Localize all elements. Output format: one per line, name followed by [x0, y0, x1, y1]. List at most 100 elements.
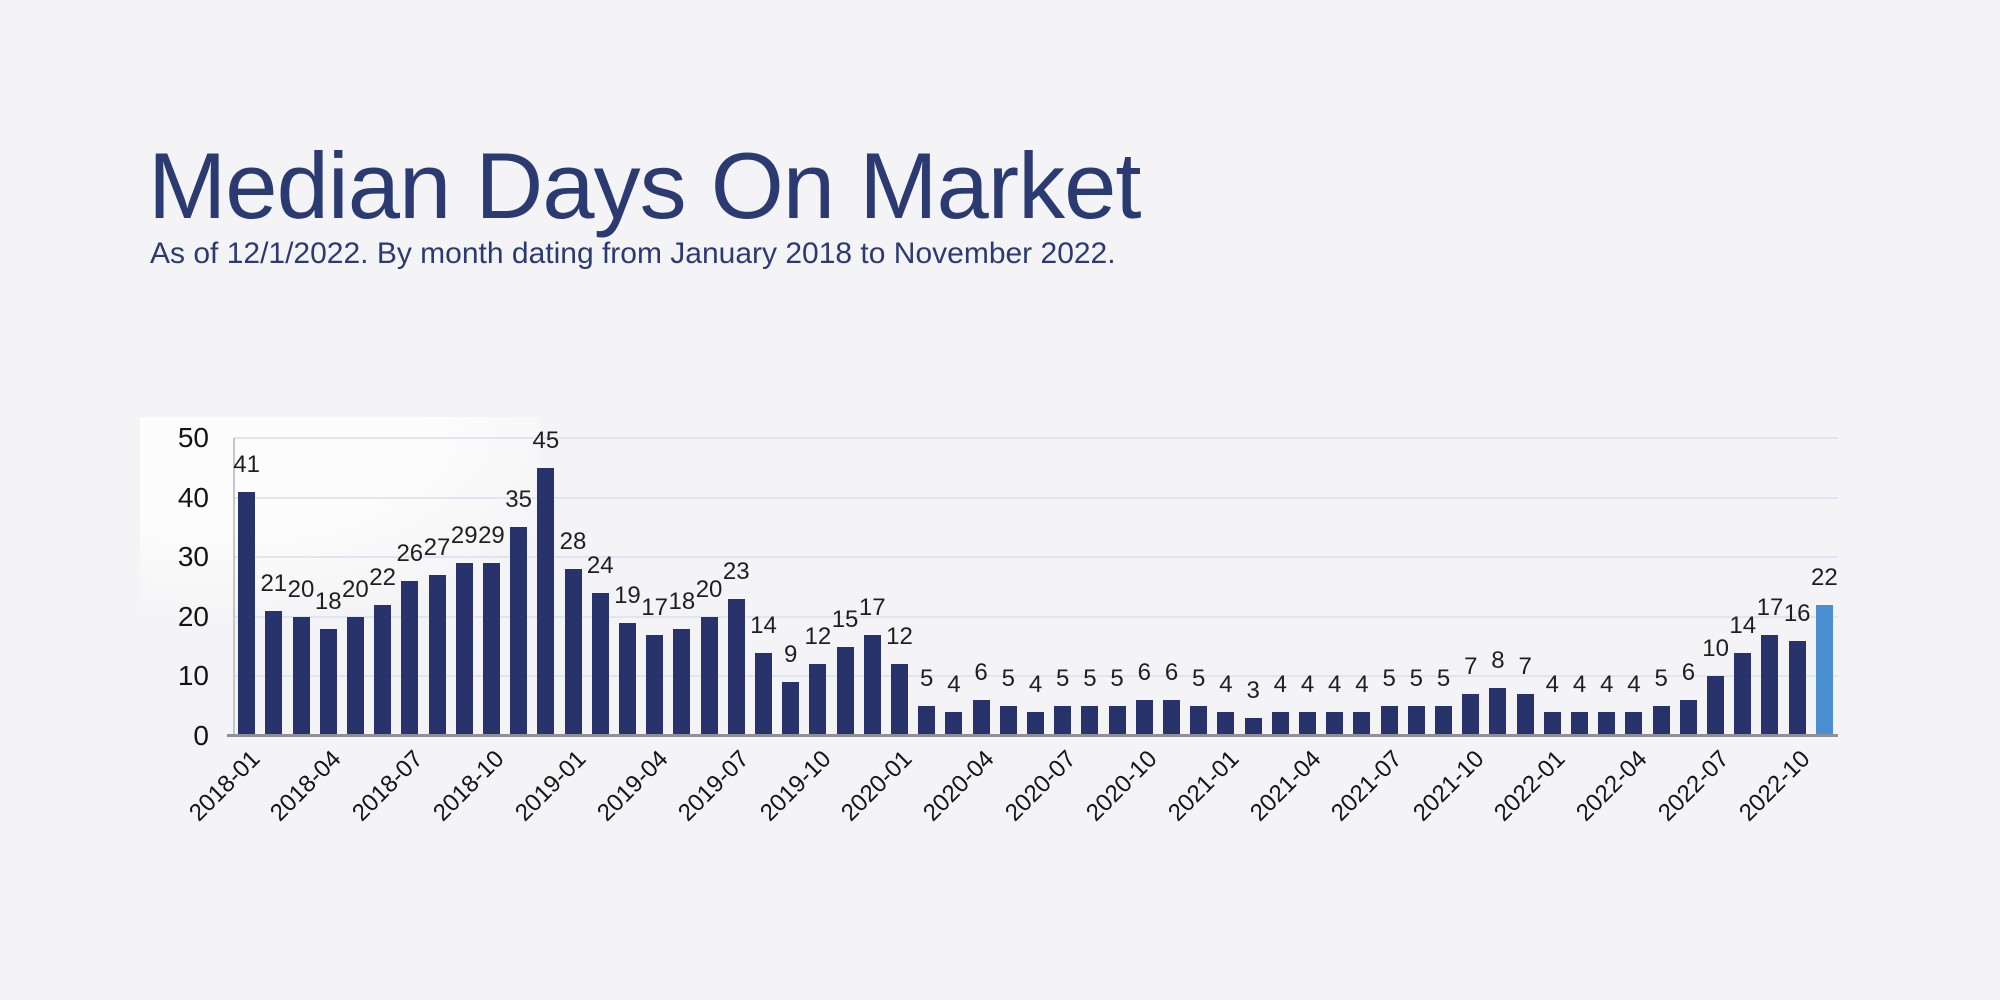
bar-value-label: 41	[233, 450, 260, 478]
bar[interactable]	[1217, 712, 1235, 736]
plot-area: 41 21 20 18 20 22 26 27 29 29 35 45 28 24 19 17 18 20 23 14…	[227, 427, 1838, 737]
bar[interactable]	[1516, 694, 1534, 736]
bar[interactable]	[754, 652, 772, 736]
bar[interactable]	[1788, 640, 1806, 736]
bar-value-label: 4	[1219, 671, 1233, 699]
bar[interactable]	[727, 598, 745, 736]
bar-value-label: 6	[974, 659, 988, 687]
bar[interactable]	[836, 646, 854, 736]
bar[interactable]	[1815, 604, 1833, 736]
bar-value-label: 5	[1056, 665, 1070, 693]
bar-value-label: 24	[586, 551, 614, 579]
bar-value-label: 18	[668, 587, 696, 615]
bar-value-label: 7	[1518, 653, 1532, 681]
bar[interactable]	[1135, 700, 1153, 736]
bar[interactable]	[1353, 712, 1371, 736]
bar[interactable]	[1299, 712, 1317, 736]
bar[interactable]	[591, 592, 609, 736]
bar-value-label: 6	[1137, 659, 1151, 687]
bar-value-label: 16	[1783, 599, 1811, 627]
bar[interactable]	[482, 563, 500, 736]
bar[interactable]	[1380, 706, 1398, 736]
bar-value-label: 5	[1382, 665, 1396, 693]
bar[interactable]	[1163, 700, 1181, 736]
bar[interactable]	[1081, 706, 1099, 736]
bar[interactable]	[618, 622, 636, 736]
bar-value-label: 5	[1654, 665, 1668, 693]
bar[interactable]	[1571, 712, 1589, 736]
bar[interactable]	[890, 664, 908, 736]
bar[interactable]	[374, 604, 392, 736]
bar-value-label: 7	[1464, 653, 1478, 681]
bar-value-label: 12	[886, 623, 913, 651]
bar[interactable]	[1707, 676, 1725, 736]
bar[interactable]	[1652, 706, 1670, 736]
y-tick-label: 30	[177, 541, 209, 573]
bar-value-label: 8	[1491, 647, 1505, 675]
bar-value-label: 6	[1681, 659, 1696, 687]
gridline	[233, 615, 1838, 618]
bar-value-label: 6	[1164, 659, 1179, 687]
bar[interactable]	[863, 634, 881, 736]
bar[interactable]	[972, 700, 990, 736]
bar-value-label: 10	[1702, 635, 1729, 663]
bar-value-label: 15	[831, 605, 859, 633]
bar[interactable]	[265, 610, 283, 736]
bar[interactable]	[646, 634, 664, 736]
bar[interactable]	[1271, 712, 1289, 736]
bar[interactable]	[782, 682, 800, 736]
bar[interactable]	[945, 712, 963, 736]
bar[interactable]	[1190, 706, 1208, 736]
bar-value-label: 5	[1409, 665, 1424, 693]
bar[interactable]	[673, 628, 691, 736]
bar-value-label: 5	[1436, 665, 1451, 693]
bar-value-label: 23	[722, 557, 750, 585]
bar[interactable]	[1598, 712, 1616, 736]
bar[interactable]	[1407, 706, 1425, 736]
bar[interactable]	[1326, 712, 1344, 736]
bar[interactable]	[1027, 712, 1044, 736]
bar[interactable]	[1489, 688, 1507, 736]
bar[interactable]	[292, 616, 310, 736]
bar-value-label: 5	[1192, 665, 1206, 693]
bar-value-label: 4	[1627, 671, 1641, 699]
bar[interactable]	[918, 706, 936, 736]
bar-value-label: 22	[1811, 563, 1838, 591]
bar-value-label: 5	[1110, 665, 1124, 693]
bar-value-label: 4	[1545, 671, 1560, 699]
bar[interactable]	[700, 616, 718, 736]
bar[interactable]	[537, 467, 555, 736]
bar[interactable]	[510, 527, 528, 736]
y-tick-label: 40	[177, 481, 209, 513]
bar[interactable]	[564, 569, 582, 736]
bar[interactable]	[809, 664, 827, 736]
y-tick-label: 20	[177, 600, 209, 632]
bar[interactable]	[401, 581, 419, 736]
bar[interactable]	[428, 575, 446, 736]
bar-value-label: 14	[750, 611, 777, 639]
chart-subtitle: As of 12/1/2022. By month dating from Ja…	[150, 237, 1116, 270]
gridline	[233, 496, 1838, 499]
bar[interactable]	[1734, 652, 1752, 736]
bar[interactable]	[1462, 694, 1480, 736]
bar[interactable]	[1244, 718, 1262, 736]
bar[interactable]	[1679, 700, 1697, 736]
bar[interactable]	[1108, 706, 1126, 736]
bar-value-label: 4	[1273, 671, 1287, 699]
bar[interactable]	[455, 563, 473, 736]
bar[interactable]	[999, 706, 1017, 736]
bar-value-label: 45	[532, 426, 560, 454]
bar[interactable]	[1054, 706, 1072, 736]
bar[interactable]	[1543, 712, 1561, 736]
bar[interactable]	[1435, 706, 1453, 736]
bar[interactable]	[346, 616, 364, 736]
bar[interactable]	[1761, 634, 1779, 736]
bar-value-label: 4	[1328, 671, 1342, 699]
bar-value-label: 5	[1001, 665, 1015, 693]
bar[interactable]	[319, 628, 337, 736]
bar-value-label: 12	[804, 623, 832, 651]
bar-value-label: 3	[1246, 677, 1260, 705]
bar-value-label: 14	[1729, 611, 1757, 639]
bar[interactable]	[1625, 712, 1643, 736]
bar[interactable]	[238, 491, 256, 736]
